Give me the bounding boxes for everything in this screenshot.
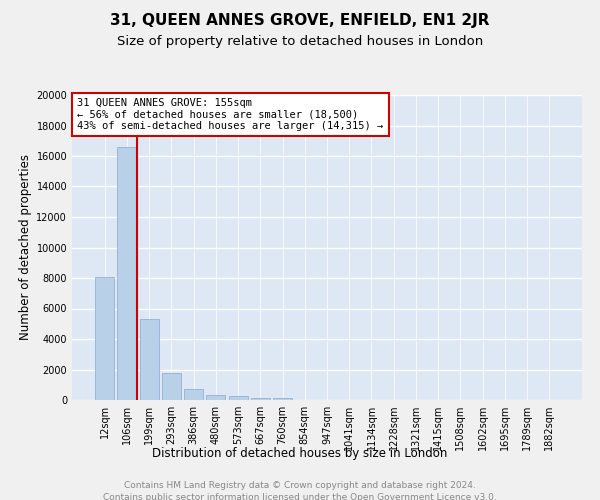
Text: Size of property relative to detached houses in London: Size of property relative to detached ho… bbox=[117, 35, 483, 48]
Bar bbox=[273, 398, 292, 400]
Text: Contains HM Land Registry data © Crown copyright and database right 2024.
Contai: Contains HM Land Registry data © Crown c… bbox=[103, 481, 497, 500]
Bar bbox=[206, 394, 225, 400]
Bar bbox=[229, 396, 248, 400]
Bar bbox=[118, 147, 136, 400]
Y-axis label: Number of detached properties: Number of detached properties bbox=[19, 154, 32, 340]
Text: Distribution of detached houses by size in London: Distribution of detached houses by size … bbox=[152, 448, 448, 460]
Bar bbox=[184, 390, 203, 400]
Text: 31, QUEEN ANNES GROVE, ENFIELD, EN1 2JR: 31, QUEEN ANNES GROVE, ENFIELD, EN1 2JR bbox=[110, 12, 490, 28]
Bar bbox=[162, 374, 181, 400]
Bar bbox=[95, 277, 114, 400]
Bar bbox=[251, 398, 270, 400]
Text: 31 QUEEN ANNES GROVE: 155sqm
← 56% of detached houses are smaller (18,500)
43% o: 31 QUEEN ANNES GROVE: 155sqm ← 56% of de… bbox=[77, 98, 383, 131]
Bar bbox=[140, 319, 158, 400]
